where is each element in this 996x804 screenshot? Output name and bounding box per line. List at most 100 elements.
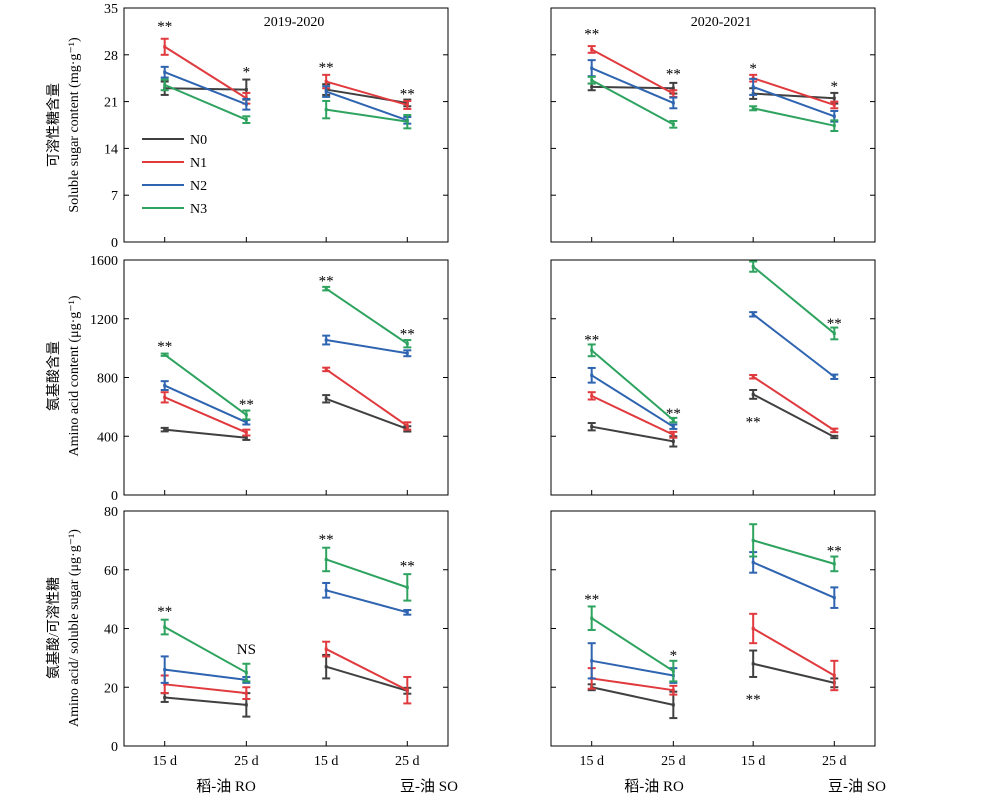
series-line-N1 — [164, 683, 247, 695]
series-line-N2 — [752, 313, 835, 378]
significance-label: ** — [239, 397, 254, 413]
significance-label: ** — [666, 406, 681, 422]
chart-panel-2: 2020-2021**** ** — [550, 7, 876, 243]
significance-label: ** — [400, 326, 415, 342]
series-line-N0 — [753, 92, 835, 100]
chart-panel-4: ** ** ** ** — [550, 259, 876, 496]
significance-label: ** — [319, 532, 334, 548]
x-tick-label: 25 d — [822, 754, 847, 769]
data-point-N1 — [671, 92, 675, 96]
series-line-N1 — [325, 80, 408, 106]
data-point-N2 — [671, 101, 675, 105]
y-label-row-1: 可溶性糖含量 Soluble sugar content (mg·g⁻¹) — [46, 37, 82, 213]
series-line-N3 — [325, 558, 408, 589]
y-label-cn-row-1: 可溶性糖含量 — [46, 83, 62, 167]
y-label-cn-row-3: 氨基酸/可溶性糖 — [45, 577, 62, 679]
data-point-N0 — [832, 96, 836, 100]
panel-title: 2020-2021 — [691, 15, 752, 30]
series-line-N1 — [164, 45, 247, 100]
series-line-N1 — [164, 396, 247, 434]
significance-label: ** — [666, 67, 681, 83]
data-point-N0 — [244, 436, 248, 440]
series-N2 — [160, 334, 412, 426]
series-line-N1 — [591, 394, 674, 436]
panel-frame — [123, 259, 449, 496]
significance-label: * — [831, 79, 839, 95]
x-tick-label: 15 d — [152, 754, 177, 769]
significance-label: ** — [584, 26, 599, 42]
series-line-N0 — [325, 397, 408, 430]
significance-label: * — [243, 65, 251, 81]
data-point-N0 — [590, 425, 594, 429]
series-line-N3 — [591, 349, 674, 421]
y-tick-label: 28 — [104, 49, 118, 64]
series-line-N3 — [591, 617, 674, 672]
x-tick-label: 15 d — [579, 754, 604, 769]
data-point-N2 — [590, 66, 594, 70]
x-tick-label: 25 d — [661, 754, 686, 769]
series-line-N3 — [326, 108, 408, 123]
data-point-N2 — [244, 420, 248, 424]
panel-frame — [123, 7, 449, 243]
series-line-N0 — [591, 686, 674, 706]
y-tick-label: 0 — [111, 236, 118, 251]
panel-frame — [550, 259, 876, 496]
series-N2 — [587, 311, 839, 430]
data-point-N2 — [671, 425, 675, 429]
y-tick-label: 20 — [104, 681, 118, 696]
series-line-N3 — [164, 626, 247, 674]
chart-panel-5: 0 20 40 60 80 15 d 25 d 15 d 25 d ** NS ** ** — [104, 505, 449, 769]
series-N0 — [587, 388, 839, 448]
data-point-N3 — [405, 342, 409, 346]
data-point-N0 — [751, 392, 755, 396]
significance-label: ** — [746, 692, 761, 708]
data-point-N3 — [324, 557, 328, 561]
y-tick-label: 60 — [104, 564, 118, 579]
data-point-N2 — [405, 351, 409, 355]
series-line-N2 — [591, 374, 674, 428]
data-point-N2 — [590, 659, 594, 663]
series-N3 — [160, 78, 412, 130]
data-point-N1 — [324, 367, 328, 371]
series-N3 — [587, 260, 839, 424]
group-label-so-right: 豆-油 SO — [828, 778, 886, 795]
series-N2 — [160, 581, 412, 684]
series-line-N0 — [325, 665, 408, 692]
significance-label: NS — [237, 642, 256, 658]
data-point-N2 — [163, 70, 167, 74]
legend-label-N3: N3 — [190, 202, 207, 217]
data-point-N0 — [751, 662, 755, 666]
data-point-N0 — [244, 703, 248, 707]
data-point-N0 — [590, 85, 594, 89]
series-N3 — [160, 285, 412, 421]
data-point-N2 — [324, 588, 328, 592]
series-line-N2 — [752, 85, 835, 118]
legend: N0 N1 N2 N3 — [142, 133, 207, 217]
group-label-ro-left: 稻-油 RO — [196, 778, 256, 795]
data-point-N1 — [163, 682, 167, 686]
data-point-N3 — [832, 331, 836, 335]
y-tick-label: 14 — [104, 142, 118, 157]
significance-label: ** — [746, 415, 761, 431]
y-tick-label: 7 — [111, 189, 118, 204]
data-point-N2 — [405, 610, 409, 614]
data-point-N3 — [671, 122, 675, 126]
significance-label: ** — [400, 87, 415, 103]
data-point-N1 — [671, 433, 675, 437]
data-point-N2 — [324, 90, 328, 94]
group-label-so-left: 豆-油 SO — [400, 778, 458, 795]
data-point-N1 — [751, 627, 755, 630]
series-line-N1 — [752, 375, 835, 432]
significance-label: ** — [584, 592, 599, 608]
data-point-N0 — [832, 435, 836, 439]
series-line-N2 — [164, 668, 247, 681]
y-tick-label: 400 — [97, 430, 118, 445]
significance-label: ** — [827, 316, 842, 332]
y-label-cn-row-2: 氨基酸含量 — [45, 341, 62, 411]
series-line-N0 — [591, 425, 674, 443]
data-point-N0 — [244, 88, 248, 92]
data-point-N2 — [832, 114, 836, 118]
x-tick-label: 25 d — [234, 754, 259, 769]
series-N2 — [587, 59, 839, 123]
series-line-N0 — [164, 428, 247, 439]
